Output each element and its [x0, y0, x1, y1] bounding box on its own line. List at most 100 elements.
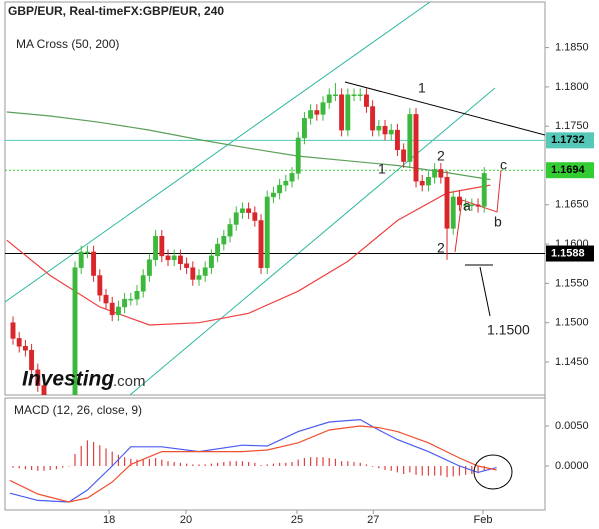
annotation: 1	[418, 80, 426, 96]
candle-body	[456, 196, 462, 206]
annotation: 2	[437, 240, 445, 256]
histogram-bar	[161, 459, 163, 466]
histogram-bar	[93, 442, 95, 466]
candle-body	[122, 298, 128, 308]
candle-body	[227, 224, 233, 237]
candle-body	[128, 298, 134, 301]
histogram-bar	[105, 448, 107, 466]
histogram-bar	[458, 466, 461, 476]
x-tick-label: Feb	[474, 514, 493, 526]
y-tick-label: 0.0050	[555, 420, 589, 432]
candle-body	[481, 173, 487, 207]
candle-body	[97, 275, 103, 296]
histogram-bar	[62, 466, 64, 468]
annotation: c	[500, 157, 507, 173]
histogram-bar	[254, 462, 256, 466]
candle-body	[171, 255, 177, 261]
candle-body	[177, 255, 183, 264]
histogram-bar	[396, 466, 399, 473]
candle-body	[115, 306, 121, 316]
candle-body	[283, 180, 289, 186]
candle-body	[308, 110, 314, 119]
line-series	[6, 184, 491, 326]
candle-body	[91, 251, 97, 276]
candle-body	[463, 204, 469, 207]
histogram-bar	[446, 466, 448, 478]
candle-body	[425, 177, 431, 186]
candle-body	[140, 275, 146, 292]
candle-body	[184, 263, 190, 268]
histogram-bar	[297, 459, 299, 466]
histogram-bar	[403, 466, 405, 474]
histogram-bar	[217, 462, 219, 466]
indicator-label: MA Cross (50, 200)	[16, 37, 119, 51]
candle-body	[239, 208, 245, 213]
histogram-bar	[353, 462, 355, 466]
price-label: 1.1588	[551, 247, 585, 259]
histogram-bar	[136, 459, 138, 466]
y-tick-label: 0.0000	[555, 460, 589, 472]
candle-body	[326, 94, 332, 103]
price-label-box	[546, 245, 594, 262]
y-tick-label: 1.1500	[555, 317, 589, 329]
candle-body	[233, 212, 239, 225]
line-series	[9, 425, 497, 503]
histogram-bar	[68, 466, 70, 467]
candle-body	[394, 129, 400, 151]
trend-line	[344, 81, 545, 136]
candle-body	[407, 114, 413, 162]
candle-body	[475, 204, 481, 207]
candle-body	[419, 180, 425, 186]
logo: Investing	[22, 368, 114, 391]
candle-body	[41, 385, 47, 395]
histogram-bar	[198, 464, 200, 466]
y-tick-label: 1.1750	[555, 120, 589, 132]
histogram-bar	[347, 461, 349, 466]
histogram-bar	[477, 466, 479, 474]
histogram-bar	[111, 451, 113, 466]
histogram-bar	[421, 466, 423, 476]
candle-body	[16, 338, 22, 347]
candle-body	[221, 235, 227, 245]
price-label-box	[546, 132, 594, 149]
candle-body	[388, 129, 394, 135]
y-tick-label: 1.1450	[555, 356, 589, 368]
candle-body	[215, 243, 221, 257]
x-tick-label: 20	[180, 514, 192, 526]
histogram-bar	[130, 458, 132, 466]
y-tick-label: 1.1850	[555, 41, 589, 53]
candle-body	[252, 212, 258, 221]
histogram-bar	[266, 464, 268, 466]
histogram-bar	[167, 461, 169, 466]
histogram-bar	[43, 466, 45, 471]
candle-body	[78, 251, 84, 268]
candle-body	[370, 106, 376, 131]
candle-body	[314, 110, 320, 115]
histogram-bar	[483, 466, 485, 471]
candle-body	[246, 208, 252, 213]
candle-body	[469, 204, 475, 207]
histogram-bar	[384, 466, 386, 470]
histogram-bar	[99, 445, 101, 466]
price-label: 1.1732	[551, 134, 585, 146]
candle-body	[295, 137, 301, 174]
histogram-bar	[316, 457, 318, 466]
histogram-bar	[235, 461, 237, 466]
candle-body	[196, 275, 202, 280]
histogram-bar	[74, 454, 76, 466]
candle-body	[258, 220, 264, 268]
histogram-bar	[440, 466, 442, 476]
histogram-bar	[409, 466, 411, 473]
histogram-bar	[334, 458, 337, 466]
histogram-bar	[359, 462, 361, 466]
indicator-label: MACD (12, 26, close, 9)	[14, 403, 142, 417]
x-tick-label: 25	[291, 514, 303, 526]
candle-body	[29, 349, 35, 371]
histogram-bar	[427, 466, 430, 476]
histogram-bar	[142, 459, 144, 466]
candle-body	[345, 94, 351, 131]
candle-body	[109, 302, 115, 316]
candle-body	[382, 125, 388, 135]
candle-body	[301, 118, 307, 139]
